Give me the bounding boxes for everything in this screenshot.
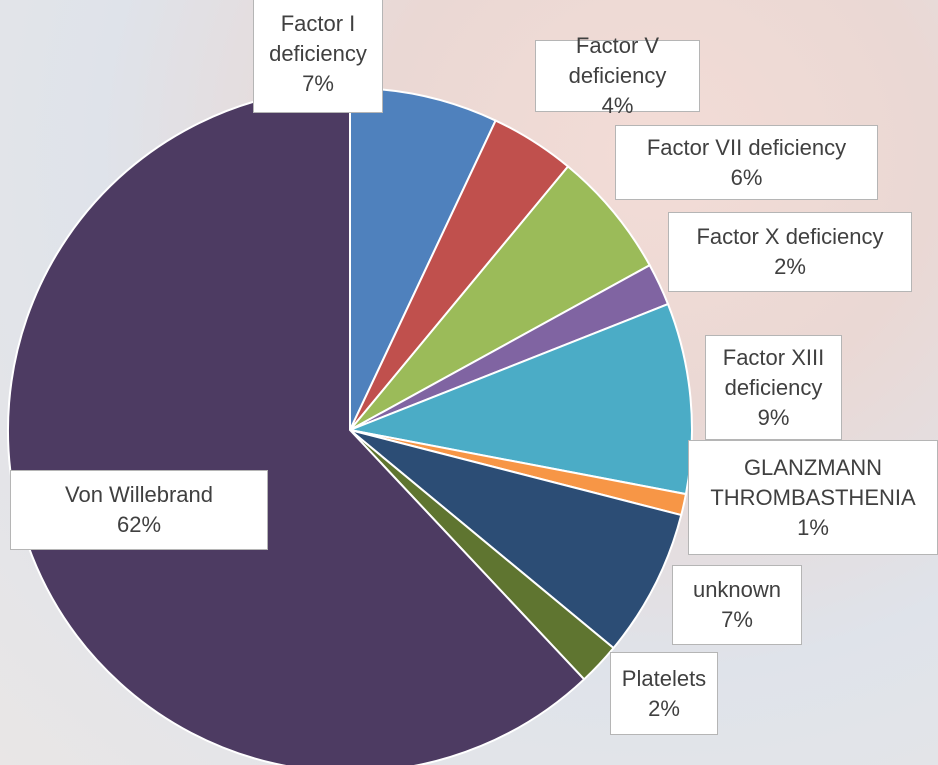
value-label: 7% [679,605,795,635]
category-label: Factor X deficiency [675,222,905,252]
category-label: Platelets [617,664,711,694]
value-label: 9% [712,403,835,433]
category-label: Von Willebrand [17,480,261,510]
category-label: unknown [679,575,795,605]
value-label: 62% [17,510,261,540]
page: (() => { const data = JSON.parse(documen… [0,0,938,765]
category-label: Factor I deficiency [260,9,376,69]
value-label: 2% [617,694,711,724]
value-label: 2% [675,252,905,282]
value-label: 7% [260,69,376,99]
value-label: 1% [695,513,931,543]
category-label: Factor XIII deficiency [712,343,835,403]
category-label: Factor VII deficiency [622,133,871,163]
value-label: 6% [622,163,871,193]
value-label: 4% [542,91,693,121]
category-label: GLANZMANN THROMBASTHENIA [695,453,931,513]
category-label: Factor V deficiency [542,31,693,91]
